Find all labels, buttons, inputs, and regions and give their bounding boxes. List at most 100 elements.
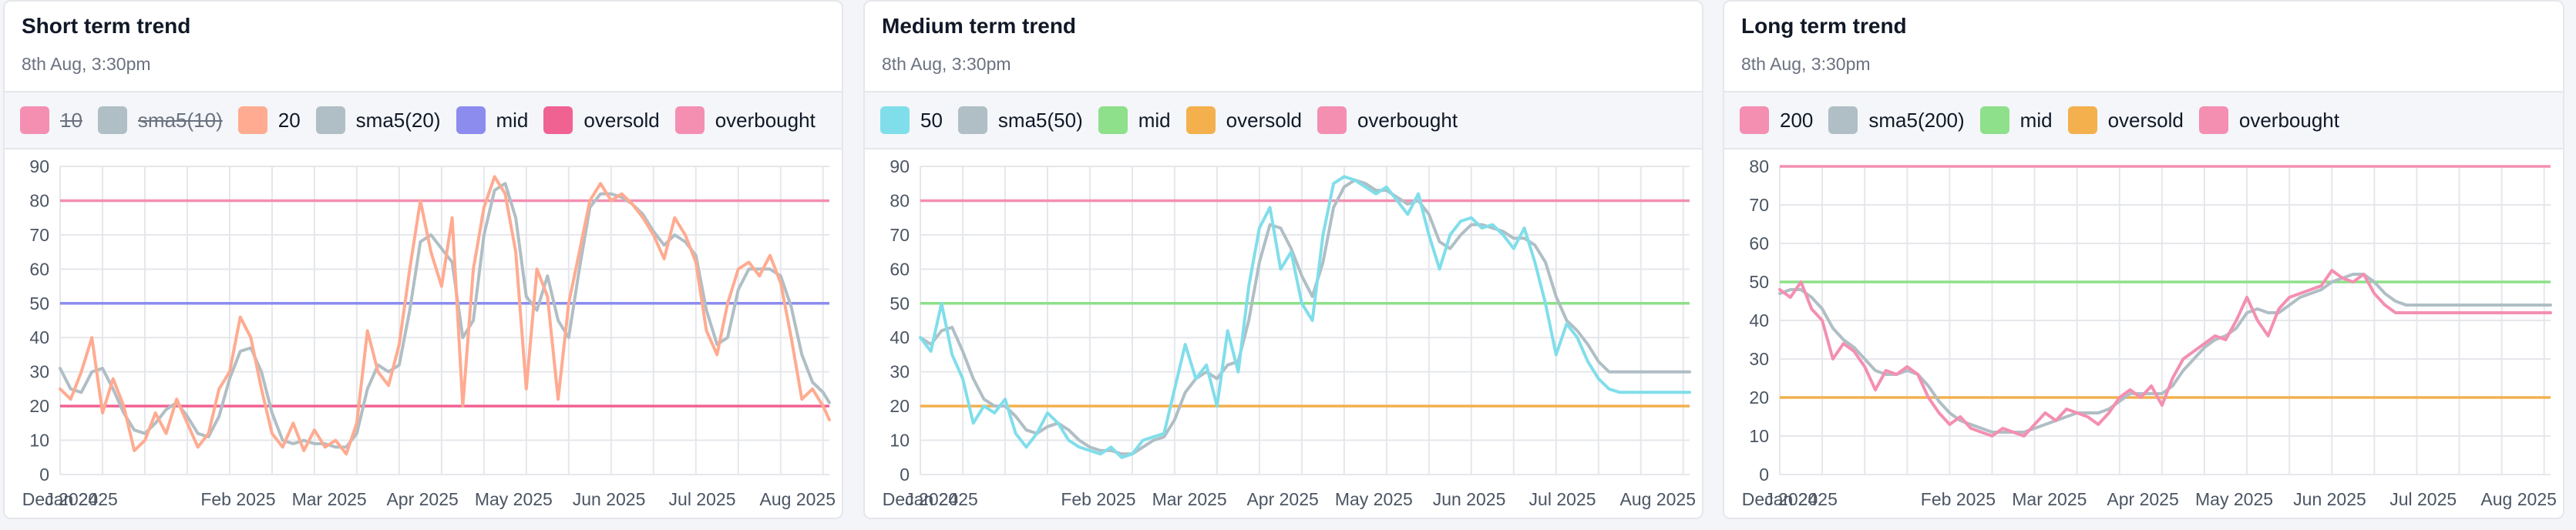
y-tick-label: 80: [889, 190, 910, 210]
long-term-trend-card: Long term trend 8th Aug, 3:30pm 200 sma5(…: [1723, 0, 2564, 519]
y-tick-label: 0: [900, 465, 910, 485]
x-tick-label: Dec 2024: [22, 489, 99, 509]
legend-item-sma5-10-[interactable]: sma5(10): [97, 106, 223, 134]
x-tick-label: Feb 2025: [1061, 489, 1135, 509]
legend-swatch: [2067, 106, 2097, 134]
x-tick-label: Jul 2025: [669, 489, 736, 509]
x-tick-label: Mar 2025: [292, 489, 367, 509]
x-tick-label: Aug 2025: [2480, 489, 2556, 509]
x-tick-label: May 2025: [2195, 489, 2273, 509]
legend-label: sma5(20): [355, 108, 441, 132]
legend-swatch: [957, 106, 987, 134]
legend-label: mid: [1138, 108, 1171, 132]
y-tick-label: 90: [29, 156, 49, 176]
x-tick-label: Feb 2025: [1921, 489, 1996, 509]
legend-item-oversold[interactable]: oversold: [1185, 106, 1302, 134]
y-tick-label: 30: [1749, 349, 1769, 369]
legend-item-sma5-20-[interactable]: sma5(20): [315, 106, 441, 134]
legend-item-oversold[interactable]: oversold: [2067, 106, 2184, 134]
legend-label: oversold: [583, 108, 660, 132]
legend-label: mid: [2019, 108, 2053, 132]
legend-item-10[interactable]: 10: [20, 106, 82, 134]
y-tick-label: 40: [1749, 310, 1769, 330]
legend-label: 20: [277, 108, 301, 132]
y-tick-label: 10: [29, 431, 49, 451]
card-timestamp: 8th Aug, 3:30pm: [882, 54, 1011, 74]
legend-item-overbought[interactable]: overbought: [1317, 106, 1458, 134]
legend-item-200[interactable]: 200: [1740, 106, 1813, 134]
legend-item-overbought[interactable]: overbought: [2198, 106, 2339, 134]
x-tick-label: Jun 2025: [1433, 489, 1506, 509]
chart-legend: 50 sma5(50) mid oversold overbought: [865, 91, 1702, 149]
x-tick-label: Jun 2025: [573, 489, 646, 509]
x-tick-label: Feb 2025: [200, 489, 275, 509]
legend-item-50[interactable]: 50: [880, 106, 943, 134]
card-title: Long term trend: [1741, 14, 1907, 38]
x-tick-label: Apr 2025: [2107, 489, 2178, 509]
y-tick-label: 70: [29, 225, 49, 245]
y-tick-label: 70: [889, 225, 910, 245]
medium-term-trend-card: Medium term trend 8th Aug, 3:30pm 50 sma5…: [863, 0, 1703, 519]
y-tick-label: 20: [29, 396, 49, 416]
series-line-sma5-200-: [1778, 273, 2552, 434]
legend-swatch: [97, 106, 127, 134]
legend-swatch: [1979, 106, 2009, 134]
legend-swatch: [1740, 106, 1769, 134]
x-tick-label: Dec 2024: [883, 489, 959, 509]
y-tick-label: 80: [1749, 156, 1769, 176]
card-header: Short term trend 8th Aug, 3:30pm: [5, 2, 842, 91]
x-tick-label: Mar 2025: [1152, 489, 1227, 509]
legend-item-sma5-50-[interactable]: sma5(50): [957, 106, 1083, 134]
legend-swatch: [1317, 106, 1347, 134]
y-tick-label: 10: [889, 431, 910, 451]
y-tick-label: 30: [889, 362, 910, 382]
x-tick-label: May 2025: [475, 489, 553, 509]
y-tick-label: 10: [1749, 426, 1769, 446]
legend-swatch: [1098, 106, 1128, 134]
legend-swatch: [237, 106, 267, 134]
legend-label: 50: [920, 108, 943, 132]
y-tick-label: 40: [29, 327, 49, 347]
legend-swatch: [456, 106, 486, 134]
short-term-trend-card: Short term trend 8th Aug, 3:30pm 10 sma5(…: [3, 0, 843, 519]
legend-item-20[interactable]: 20: [237, 106, 301, 134]
legend-item-mid[interactable]: mid: [1979, 106, 2053, 134]
x-tick-label: Apr 2025: [1246, 489, 1318, 509]
legend-label: sma5(200): [1868, 108, 1965, 132]
chart-legend: 200 sma5(200) mid oversold overbought: [1724, 91, 2563, 149]
legend-label: sma5(10): [137, 108, 223, 132]
legend-label: sma5(50): [997, 108, 1083, 132]
y-tick-label: 20: [1749, 387, 1769, 408]
y-tick-label: 60: [889, 259, 910, 279]
legend-label: oversold: [1226, 108, 1302, 132]
x-tick-label: May 2025: [1335, 489, 1413, 509]
card-timestamp: 8th Aug, 3:30pm: [1741, 54, 1871, 74]
x-tick-label: Jun 2025: [2293, 489, 2366, 509]
legend-swatch: [20, 106, 49, 134]
legend-swatch: [674, 106, 705, 134]
card-header: Long term trend 8th Aug, 3:30pm: [1724, 2, 2563, 91]
y-tick-label: 40: [889, 327, 910, 347]
y-tick-label: 60: [1749, 233, 1769, 253]
x-tick-label: Aug 2025: [760, 489, 836, 509]
card-timestamp: 8th Aug, 3:30pm: [22, 54, 151, 74]
y-tick-label: 50: [29, 294, 49, 314]
legend-item-mid[interactable]: mid: [1098, 106, 1171, 134]
legend-item-overbought[interactable]: overbought: [674, 106, 816, 134]
y-tick-label: 50: [889, 294, 910, 314]
series-line-50: [919, 175, 1691, 459]
x-tick-label: Jul 2025: [1529, 489, 1596, 509]
legend-item-mid[interactable]: mid: [456, 106, 528, 134]
card-title: Short term trend: [22, 14, 191, 38]
legend-item-sma5-200-[interactable]: sma5(200): [1828, 106, 1965, 134]
y-tick-label: 80: [29, 190, 49, 210]
x-tick-label: Mar 2025: [2012, 489, 2087, 509]
y-tick-label: 60: [29, 259, 49, 279]
x-tick-label: Jul 2025: [2389, 489, 2457, 509]
legend-label: overbought: [1357, 108, 1458, 132]
legend-item-oversold[interactable]: oversold: [543, 106, 660, 134]
legend-swatch: [2198, 106, 2228, 134]
legend-swatch: [1828, 106, 1858, 134]
